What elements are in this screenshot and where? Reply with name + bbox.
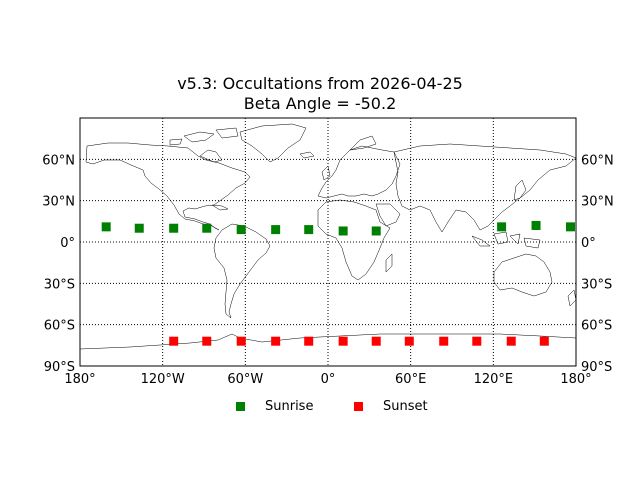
y-tick-label-right: 0°	[581, 236, 596, 251]
sunrise-marker	[134, 223, 144, 233]
y-tick-label-left: 0°	[60, 236, 75, 251]
y-tick-label-left: 90°S	[44, 360, 75, 375]
sunset-marker	[271, 336, 281, 346]
sunset-marker	[169, 336, 179, 346]
coastlines	[79, 123, 577, 350]
sunrise-marker	[497, 222, 507, 232]
sunrise-marker	[202, 223, 212, 233]
x-tick-label: 60°E	[395, 372, 426, 387]
y-tick-label-right: 30°N	[581, 195, 614, 210]
x-tick-label: 0°	[321, 372, 336, 387]
sunrise-marker	[531, 220, 541, 230]
sunrise-marker	[371, 226, 381, 236]
x-tick-label: 60°W	[227, 372, 263, 387]
sunset-marker	[202, 336, 212, 346]
y-tick-label-left: 60°S	[44, 319, 75, 334]
legend: Sunrise Sunset	[0, 399, 640, 419]
legend-swatch-sunrise	[236, 402, 245, 411]
sunset-marker	[338, 336, 348, 346]
sunset-marker	[371, 336, 381, 346]
y-tick-label-left: 30°S	[44, 277, 75, 292]
sunrise-marker	[236, 225, 246, 235]
x-tick-label: 120°W	[141, 372, 185, 387]
sunrise-marker	[271, 225, 281, 235]
legend-label-sunrise: Sunrise	[265, 399, 314, 414]
data-markers	[101, 220, 575, 346]
x-tick-label: 120°E	[474, 372, 514, 387]
legend-label-sunset: Sunset	[383, 399, 428, 414]
sunrise-marker	[169, 223, 179, 233]
y-tick-label-left: 30°N	[42, 195, 75, 210]
map-gridlines	[80, 118, 576, 366]
sunset-marker	[506, 336, 516, 346]
sunrise-marker	[565, 222, 575, 232]
sunrise-marker	[101, 222, 111, 232]
sunset-marker	[236, 336, 246, 346]
plot-frame	[79, 117, 577, 367]
x-tick-label: 180°	[64, 372, 95, 387]
y-tick-label-right: 60°S	[581, 319, 612, 334]
sunset-marker	[304, 336, 314, 346]
sunrise-marker	[304, 225, 314, 235]
sunset-marker	[539, 336, 549, 346]
legend-swatch-sunset	[354, 402, 363, 411]
x-tick-label: 180°	[560, 372, 591, 387]
legend-item-sunrise: Sunrise	[236, 399, 313, 414]
y-tick-label-left: 60°N	[42, 153, 75, 168]
sunrise-marker	[338, 226, 348, 236]
chart-subtitle: Beta Angle = -50.2	[243, 94, 397, 113]
sunset-marker	[404, 336, 414, 346]
y-tick-label-right: 90°S	[581, 360, 612, 375]
chart-title: v5.3: Occultations from 2026-04-25	[177, 74, 463, 93]
sunset-marker	[472, 336, 482, 346]
y-tick-label-right: 30°S	[581, 277, 612, 292]
axis-tick-labels: 180° 120°W 60°W 0° 60°E 120°E 180° 60°N 60°N 30°N…	[42, 153, 614, 387]
legend-item-sunset: Sunset	[354, 399, 428, 414]
y-tick-label-right: 60°N	[581, 153, 614, 168]
sunset-marker	[439, 336, 449, 346]
